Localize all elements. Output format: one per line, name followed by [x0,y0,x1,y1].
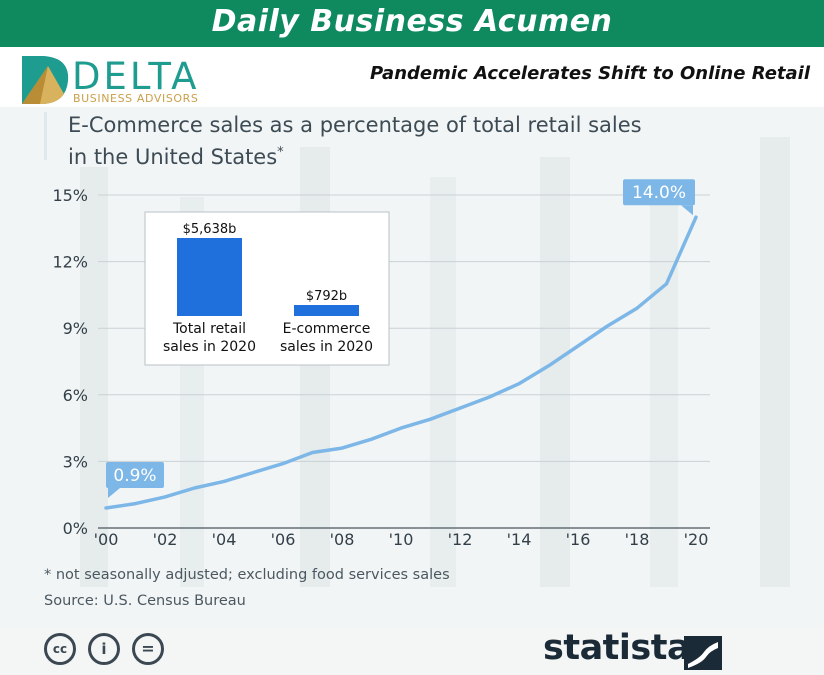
statista-logo-text: statista [543,628,691,668]
y-tick-label: 12% [52,253,88,272]
callout-pointer [681,205,693,216]
chart-title-line-1: E-Commerce sales as a percentage of tota… [68,113,642,137]
x-tick-label: '10 [389,530,414,549]
inset-value-label: $5,638b [183,222,237,237]
logo-word: DELTA [72,55,200,98]
inset-category-label: Total retail [172,321,246,337]
attribution-icon: i [88,633,120,665]
x-tick-label: '18 [625,530,650,549]
inset-category-label: sales in 2020 [280,339,373,355]
y-tick-label: 9% [63,319,88,338]
chart-title-line-2: in the United States* [68,145,284,169]
y-tick-label: 15% [52,186,88,205]
inset-category-label: sales in 2020 [163,339,256,355]
logo-subtitle: BUSINESS ADVISORS [73,92,199,105]
headline: Pandemic Accelerates Shift to Online Ret… [370,63,810,84]
banner: Daily Business Acumen [0,0,824,47]
inset-bar [177,238,242,316]
y-tick-label: 3% [63,452,88,471]
inset-category-label: E-commerce [283,321,371,337]
x-tick-label: '08 [330,530,355,549]
banner-title: Daily Business Acumen [211,4,613,39]
x-axis-ticks: '00 '02 '04 '06 '08 '10 '12 '14 '16 '18 '20 [94,530,709,549]
x-tick-label: '20 [684,530,709,549]
x-tick-label: '02 [153,530,178,549]
chart-title: E-Commerce sales as a percentage of tota… [68,112,708,171]
footnote: * not seasonally adjusted; excluding foo… [44,567,450,583]
x-tick-label: '04 [212,530,237,549]
inset-value-label: $792b [306,289,347,304]
source: Source: U.S. Census Bureau [44,593,246,609]
callout-label: 0.9% [113,466,156,486]
y-tick-label: 6% [63,386,88,405]
callouts: 0.9% 14.0% [106,179,695,499]
y-tick-label: 0% [63,519,88,538]
x-tick-label: '14 [507,530,532,549]
x-tick-label: '00 [94,530,119,549]
callout-box [623,179,695,206]
callout-pointer [108,488,120,499]
chart-title-accent [44,112,47,160]
series-line [104,215,698,510]
callout-box [106,462,164,489]
subheader [0,47,824,107]
no-derivatives-icon: = [132,633,164,665]
inset-bar-chart: $5,638b Total retail sales in 2020 $792b E-c… [144,211,390,366]
x-tick-label: '16 [566,530,591,549]
inset-bar [294,305,359,316]
x-tick-label: '12 [448,530,473,549]
series-line-path [104,215,698,510]
statista-mark-icon [684,636,722,670]
cc-icon: cc [44,633,76,665]
delta-logo-icon [22,56,69,104]
x-tick-label: '06 [271,530,296,549]
y-axis-ticks: 0% 3% 6% 9% 12% 15% [52,186,88,538]
callout-label: 14.0% [632,183,686,203]
